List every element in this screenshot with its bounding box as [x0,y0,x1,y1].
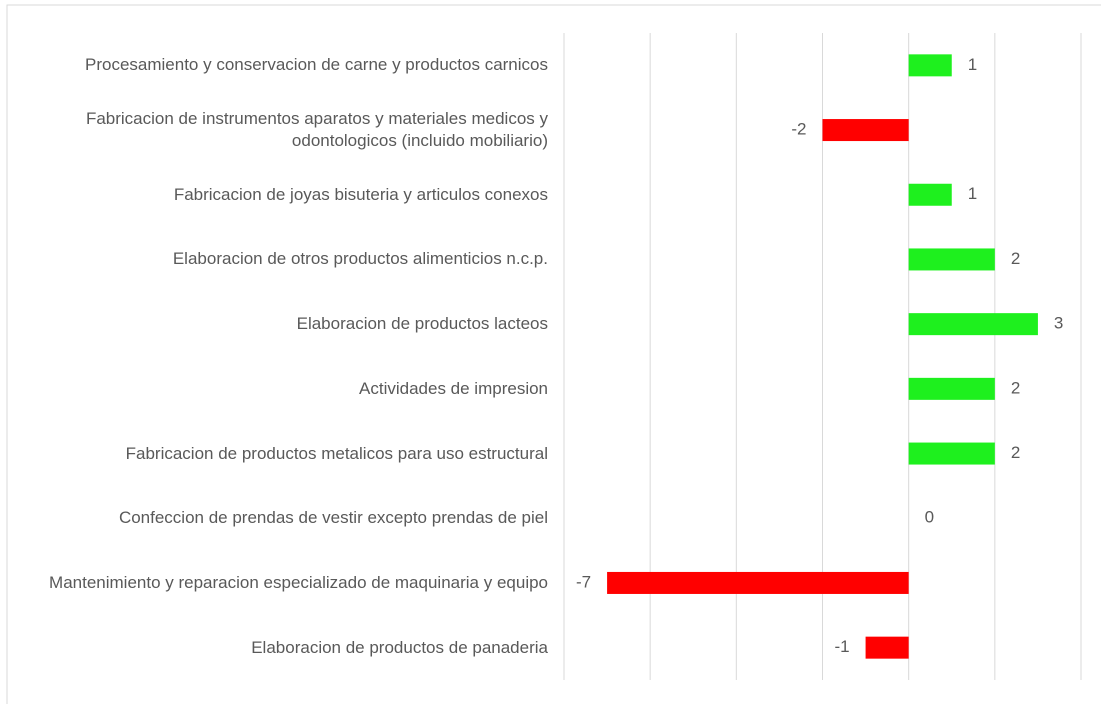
bar [908,248,995,271]
bar [908,442,995,465]
category-label: Fabricacion de joyas bisuteria y articul… [173,184,548,204]
data-label: 1 [968,55,977,74]
bar [908,183,952,206]
data-label: -7 [576,572,591,591]
category-label: Fabricacion de instrumentos aparatos y m… [85,109,548,151]
bar [908,54,952,77]
bar [908,313,1038,336]
category-label: Elaboracion de otros productos alimentic… [172,249,548,269]
data-label: 0 [925,508,934,527]
category-label: Confeccion de prendas de vestir excepto … [118,508,548,528]
category-label: Mantenimiento y reparacion especializado… [49,572,548,592]
bar [607,571,909,594]
chart-frame [6,4,1101,704]
data-label: 3 [1054,314,1063,333]
bar [865,636,909,659]
data-label: 2 [1011,249,1020,268]
data-label: -2 [791,120,806,139]
data-label: 2 [1011,378,1020,397]
category-label: Procesamiento y conservacion de carne y … [84,55,548,75]
category-label: Fabricacion de productos metalicos para … [125,443,548,463]
bar [908,377,995,400]
bar [822,119,909,142]
category-label: Actividades de impresion [359,378,548,398]
category-label: Elaboracion de productos lacteos [296,314,548,334]
data-label: -1 [834,637,849,656]
category-label: Elaboracion de productos de panaderia [251,637,548,657]
data-label: 2 [1011,443,1020,462]
data-label: 1 [968,184,977,203]
